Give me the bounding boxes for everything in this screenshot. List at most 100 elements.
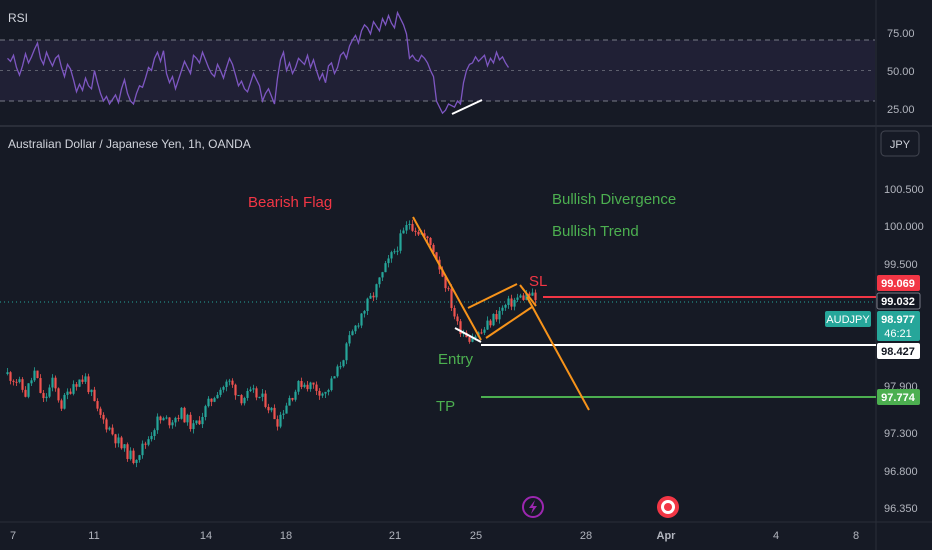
candle [261,393,264,397]
rsi-tick-50: 50.00 [887,66,915,78]
candle [174,417,177,423]
candle [450,288,453,309]
price-tick: 96.800 [884,466,918,478]
candle [207,398,210,407]
candle [324,391,327,394]
candle [282,413,285,415]
flag-pole-line[interactable] [412,216,482,341]
time-tick: 8 [853,530,859,542]
time-tick: 25 [470,530,482,542]
projection-arrow-line[interactable] [526,296,590,411]
candle [315,384,318,391]
candle [144,443,147,445]
candle [195,420,198,424]
rsi-divergence-line[interactable] [451,99,483,115]
candle [75,384,78,387]
currency-button-frame[interactable] [880,130,920,157]
candle [321,393,324,396]
candle [105,419,108,430]
flag-lower-line[interactable] [485,306,533,339]
candle [258,396,261,398]
entry-label[interactable]: Entry [438,351,474,368]
candle [435,252,438,260]
candle [117,437,120,444]
candle [468,337,471,342]
flag-upper-line[interactable] [467,283,518,309]
candle [411,223,414,231]
time-tick: 21 [389,530,401,542]
drawings[interactable] [412,216,876,411]
candle [42,392,45,399]
candle [354,325,357,332]
candle [342,360,345,367]
candle [276,419,279,427]
candle [456,316,459,322]
candle [219,389,222,395]
candle [222,387,225,390]
sl-label[interactable]: SL [529,273,547,290]
economic-event-icon[interactable] [657,496,679,518]
candle [135,459,138,463]
time-tick: Apr [657,530,677,542]
candle [234,384,237,396]
candle [423,233,426,237]
candle [279,414,282,427]
candle [6,372,9,375]
candle [180,407,183,419]
event-icon-inner[interactable] [664,503,672,511]
candle [33,370,36,381]
candle [426,236,429,238]
candle [396,250,399,252]
price-axis[interactable]: 100.500 100.000 99.500 97.900 97.300 96.… [884,184,924,515]
lightning-icon[interactable] [529,500,537,514]
currency-button[interactable]: JPY [880,130,920,157]
price-tick: 100.500 [884,184,924,196]
sl-price-text: 99.069 [881,278,915,290]
lightning-event-icon[interactable] [522,496,544,518]
bid-price-badge: 98.977 46:21 [877,311,920,341]
rsi-label: RSI [8,11,28,25]
candle [249,389,252,391]
symbol-badge-bg [825,311,871,327]
time-axis[interactable]: 7 11 14 18 21 25 28 Apr 4 8 [10,530,859,542]
candle [63,394,66,409]
candle [159,416,162,421]
tp-label[interactable]: TP [436,398,455,415]
candle [171,422,174,426]
candle [153,430,156,437]
candle [501,307,504,311]
symbol-title: Australian Dollar / Japanese Yen, 1h, OA… [8,137,251,151]
candle [513,299,516,307]
bullish-trend-label[interactable]: Bullish Trend [552,223,639,240]
candle [270,407,273,411]
candle [192,423,195,430]
candle [522,295,525,300]
lightning-icon-ring[interactable] [522,496,544,518]
candle [474,336,477,339]
candle [162,418,165,421]
candle [528,293,531,296]
candle [273,407,276,420]
candle [114,434,117,444]
candle [480,332,483,334]
candle [132,450,135,463]
candle [366,298,369,312]
entry-price-text: 98.427 [881,346,915,358]
candle [369,295,372,299]
candle [357,325,360,327]
flag-edge-line[interactable] [519,284,537,307]
candle [198,420,201,425]
candle [402,230,405,234]
bearish-flag-label[interactable]: Bearish Flag [248,194,332,211]
price-divergence-line[interactable] [454,327,482,343]
currency-button-label[interactable]: JPY [890,139,911,151]
candle [237,395,240,397]
bullish-divergence-label[interactable]: Bullish Divergence [552,191,676,208]
candle [504,304,507,308]
candle [21,379,24,390]
candle [345,343,348,361]
candle [120,437,123,449]
candle [225,381,228,388]
candle [318,390,321,396]
candle [489,320,492,326]
